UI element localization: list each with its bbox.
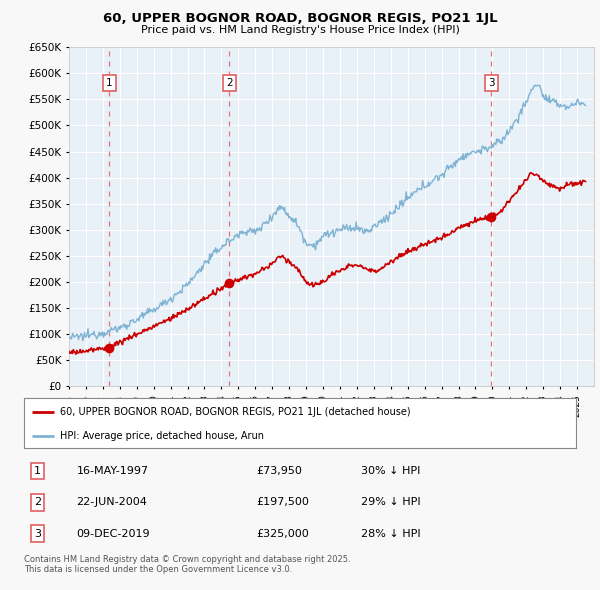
Text: 1: 1: [34, 466, 41, 476]
Text: Contains HM Land Registry data © Crown copyright and database right 2025.
This d: Contains HM Land Registry data © Crown c…: [24, 555, 350, 574]
Text: £197,500: £197,500: [256, 497, 309, 507]
Text: 28% ↓ HPI: 28% ↓ HPI: [361, 529, 421, 539]
Text: 16-MAY-1997: 16-MAY-1997: [76, 466, 149, 476]
Text: 60, UPPER BOGNOR ROAD, BOGNOR REGIS, PO21 1JL (detached house): 60, UPPER BOGNOR ROAD, BOGNOR REGIS, PO2…: [60, 407, 410, 417]
Text: 2: 2: [226, 78, 233, 88]
Text: 3: 3: [34, 529, 41, 539]
Text: £325,000: £325,000: [256, 529, 308, 539]
Text: 1: 1: [106, 78, 112, 88]
Text: 3: 3: [488, 78, 494, 88]
Text: 22-JUN-2004: 22-JUN-2004: [76, 497, 148, 507]
Text: HPI: Average price, detached house, Arun: HPI: Average price, detached house, Arun: [60, 431, 264, 441]
Text: £73,950: £73,950: [256, 466, 302, 476]
Text: Price paid vs. HM Land Registry's House Price Index (HPI): Price paid vs. HM Land Registry's House …: [140, 25, 460, 35]
Text: 2: 2: [34, 497, 41, 507]
Text: 29% ↓ HPI: 29% ↓ HPI: [361, 497, 421, 507]
Text: 09-DEC-2019: 09-DEC-2019: [76, 529, 150, 539]
Text: 30% ↓ HPI: 30% ↓ HPI: [361, 466, 420, 476]
Text: 60, UPPER BOGNOR ROAD, BOGNOR REGIS, PO21 1JL: 60, UPPER BOGNOR ROAD, BOGNOR REGIS, PO2…: [103, 12, 497, 25]
